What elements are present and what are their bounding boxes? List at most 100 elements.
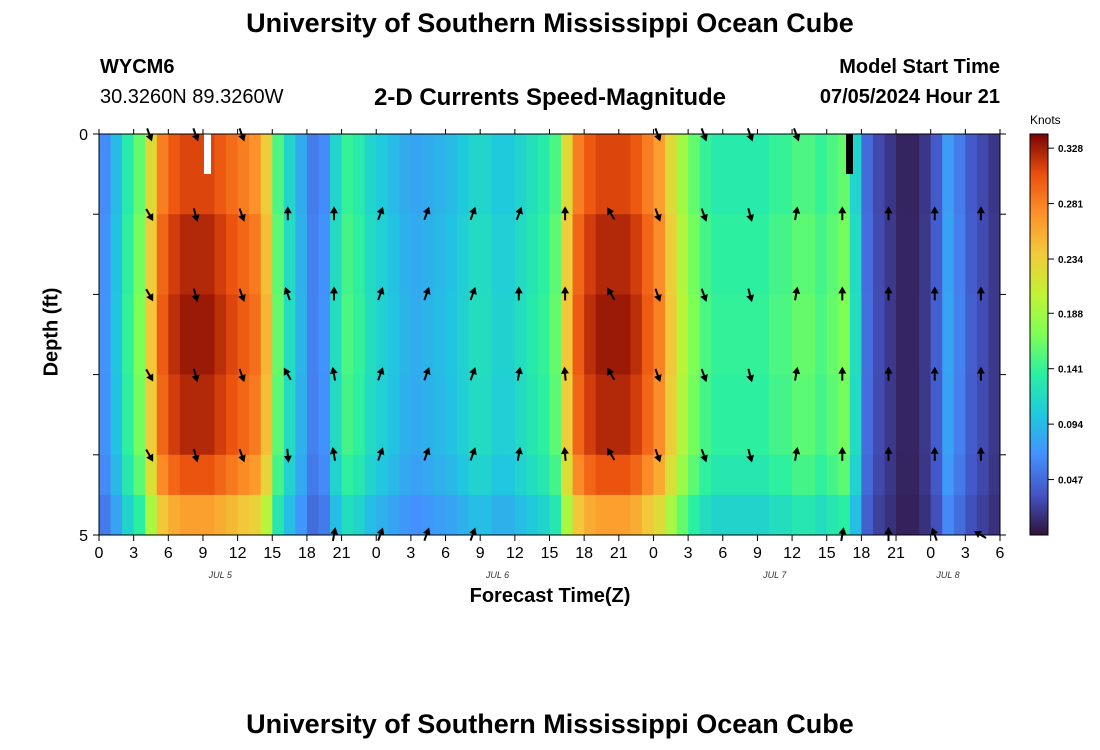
- direction-arrow: [330, 206, 338, 221]
- heatmap-cell: [618, 294, 631, 376]
- direction-arrow: [283, 367, 292, 381]
- heatmap-cell: [283, 134, 296, 215]
- date-label: JUL 7: [762, 570, 787, 580]
- heatmap-cell: [930, 494, 943, 535]
- x-tick-label: 6: [996, 545, 1005, 562]
- x-tick-label: 12: [783, 545, 801, 562]
- heatmap-cell: [699, 134, 712, 215]
- axes: 0 3 6 9 12 15 18 21 0 3 6 9 12 15 18 21 0 3 6 9 12 15 18 21 0 3 6 J…: [79, 127, 1006, 580]
- colorbar-tick-label: 0.094: [1058, 420, 1083, 431]
- direction-arrow: [191, 448, 200, 463]
- heatmap-cell: [653, 374, 666, 456]
- heatmap-cell: [306, 134, 320, 215]
- heatmap-cell: [780, 134, 793, 215]
- heatmap-cell: [665, 374, 678, 456]
- x-tick-label: 9: [753, 545, 762, 562]
- heatmap-cell: [99, 294, 112, 376]
- heatmap-cell: [584, 134, 597, 215]
- heatmap-cell: [780, 294, 793, 376]
- direction-arrow: [607, 447, 616, 461]
- heatmap-cell: [260, 454, 273, 496]
- heatmap-cell: [145, 494, 158, 535]
- heatmap-cell: [433, 214, 447, 295]
- direction-arrow: [884, 286, 893, 301]
- heatmap-cell: [514, 494, 527, 535]
- heatmap-cell: [665, 454, 678, 496]
- heatmap-cell: [734, 374, 747, 456]
- heatmap-cell: [884, 494, 897, 535]
- heatmap-cell: [953, 134, 966, 215]
- direction-arrow: [930, 366, 939, 381]
- heatmap-cell: [942, 454, 955, 496]
- heatmap-cell: [722, 214, 735, 295]
- heatmap-cell: [896, 454, 909, 496]
- heatmap-cell: [330, 494, 343, 535]
- heatmap-cell: [711, 374, 724, 456]
- x-tick-label: 0: [649, 545, 658, 562]
- heatmap-cell: [387, 454, 400, 496]
- direction-arrow: [700, 128, 708, 142]
- heatmap-cell: [514, 294, 527, 376]
- heatmap-cell: [561, 134, 574, 215]
- heatmap-cell: [607, 454, 620, 496]
- heatmap-cell: [237, 214, 250, 295]
- heatmap-cell: [237, 294, 250, 376]
- heatmap-cell: [561, 454, 574, 496]
- heatmap-cell: [768, 494, 782, 535]
- heatmap-cell: [353, 494, 366, 535]
- heatmap-cell: [942, 494, 955, 535]
- heatmap-cell: [133, 454, 146, 496]
- heatmap-cell: [295, 374, 308, 456]
- heatmap-cell: [202, 454, 216, 496]
- heatmap-cell: [330, 294, 343, 376]
- heatmap-cell: [283, 294, 296, 376]
- heatmap-cell: [260, 214, 273, 295]
- direction-arrow: [838, 366, 847, 381]
- heatmap-cell: [919, 454, 932, 496]
- heatmap-cell: [122, 374, 135, 456]
- heatmap-cell: [803, 214, 816, 295]
- heatmap-cell: [930, 374, 943, 456]
- heatmap-cell: [457, 454, 470, 496]
- heatmap-cell: [722, 294, 735, 376]
- heatmap-cell: [364, 374, 377, 456]
- direction-arrow: [930, 286, 939, 301]
- heatmap-cell: [122, 494, 135, 535]
- direction-arrow: [792, 366, 801, 381]
- y-tick-label: 0: [79, 127, 88, 144]
- direction-arrow: [654, 128, 662, 142]
- heatmap-cell: [330, 134, 343, 215]
- heatmap-cell: [410, 494, 424, 535]
- heatmap-cell: [595, 214, 608, 295]
- footer-title: University of Southern Mississippi Ocean…: [246, 709, 854, 739]
- heatmap-cell: [537, 454, 551, 496]
- direction-arrow: [607, 287, 616, 301]
- heatmap-cell: [226, 214, 239, 295]
- heatmap-cell: [745, 214, 759, 295]
- heatmap-cell: [792, 494, 805, 535]
- heatmap-cell: [734, 134, 747, 215]
- direction-arrow: [746, 448, 755, 463]
- direction-arrow: [330, 286, 338, 301]
- heatmap-cell: [953, 454, 966, 496]
- heatmap-cell: [803, 374, 816, 456]
- heatmap-cell: [537, 134, 551, 215]
- direction-arrow: [514, 286, 523, 301]
- heatmap-cell: [930, 214, 943, 295]
- heatmap-cell: [919, 494, 932, 535]
- heatmap-cell: [179, 134, 193, 215]
- date-label: JUL 5: [208, 570, 233, 580]
- heatmap-cell: [976, 494, 990, 535]
- heatmap-cell: [399, 214, 412, 295]
- direction-arrow: [930, 446, 939, 461]
- heatmap-cell: [549, 374, 562, 456]
- heatmap-cell: [838, 374, 851, 456]
- x-tick-label: 3: [129, 545, 138, 562]
- heatmap-cell: [757, 214, 770, 295]
- heatmap-cell: [122, 294, 135, 376]
- heatmap-cell: [145, 214, 158, 295]
- heatmap-cell: [826, 374, 839, 456]
- heatmap-cell: [584, 294, 597, 376]
- heatmap-cell: [630, 374, 643, 456]
